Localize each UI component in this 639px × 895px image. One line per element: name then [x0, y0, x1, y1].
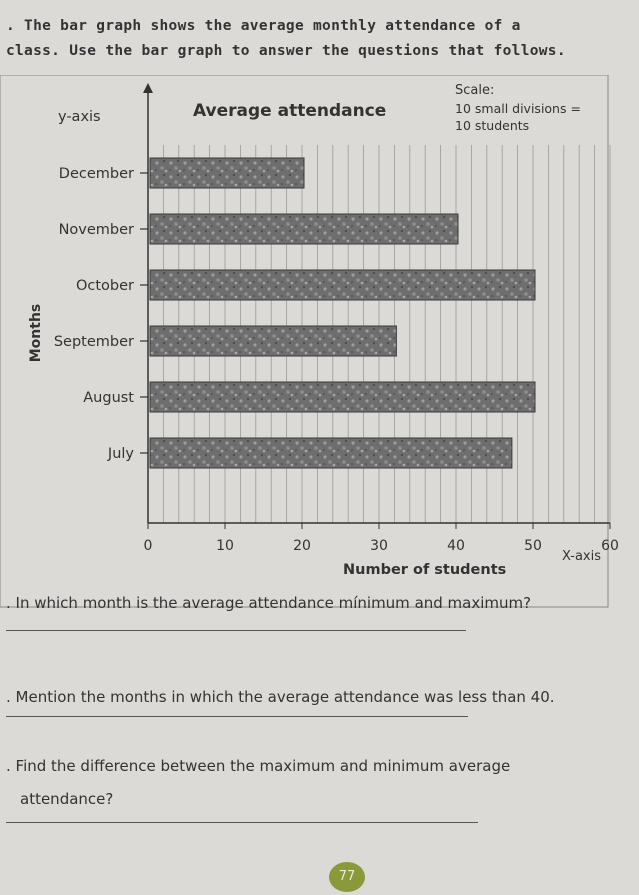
bar-october — [149, 269, 536, 301]
y-axis-arrow — [143, 83, 153, 93]
category-labels: December November October September August Ju… — [54, 166, 148, 462]
x-tick-label: 10 — [216, 538, 234, 554]
category-label: October — [76, 278, 134, 294]
x-tick-label: 60 — [601, 538, 619, 554]
bar-july — [149, 437, 513, 469]
question-1: . In which month is the average attendan… — [6, 594, 532, 612]
bar-chart: 0 10 20 30 40 50 60 December November October Sep… — [0, 75, 619, 608]
category-label: November — [59, 222, 134, 238]
intro-text: . The bar graph shows the average monthl… — [6, 14, 606, 64]
answer-line-2 — [6, 716, 468, 717]
question-2: . Mention the months in which the averag… — [6, 688, 555, 706]
scale-line-2: 10 students — [455, 118, 529, 133]
x-tick-label: 0 — [144, 538, 153, 554]
x-axis-label: X-axis — [562, 549, 601, 564]
x-tick-label: 50 — [524, 538, 542, 554]
x-tick-label: 40 — [447, 538, 465, 554]
bar-december — [149, 157, 305, 189]
scale-line-1: 10 small divisions = — [455, 101, 581, 116]
question-3-line-1: . Find the difference between the maximu… — [6, 757, 511, 775]
x-tick-label: 20 — [293, 538, 311, 554]
category-label: September — [54, 334, 134, 350]
y-axis-label: y-axis — [58, 109, 101, 125]
answer-line-1 — [6, 630, 466, 631]
bar-september — [149, 325, 397, 357]
x-tick-label: 30 — [370, 538, 388, 554]
bars — [149, 157, 536, 469]
chart-title: Average attendance — [193, 101, 386, 121]
y-axis-title: Months — [28, 304, 44, 363]
category-label: July — [107, 446, 134, 462]
x-tick-labels: 0 10 20 30 40 50 60 — [144, 523, 619, 554]
question-3-line-2: attendance? — [20, 790, 114, 808]
category-label: August — [83, 390, 134, 406]
intro-line-1: . The bar graph shows the average monthl… — [6, 18, 521, 34]
scale-heading: Scale: — [455, 83, 494, 98]
page-number: 77 — [329, 862, 365, 892]
bar-november — [149, 213, 459, 245]
intro-line-2: class. Use the bar graph to answer the q… — [6, 43, 566, 59]
answer-line-3 — [6, 822, 478, 823]
x-axis-title: Number of students — [343, 562, 506, 578]
category-label: December — [59, 166, 134, 182]
chart-frame — [0, 75, 609, 608]
bar-august — [149, 381, 536, 413]
